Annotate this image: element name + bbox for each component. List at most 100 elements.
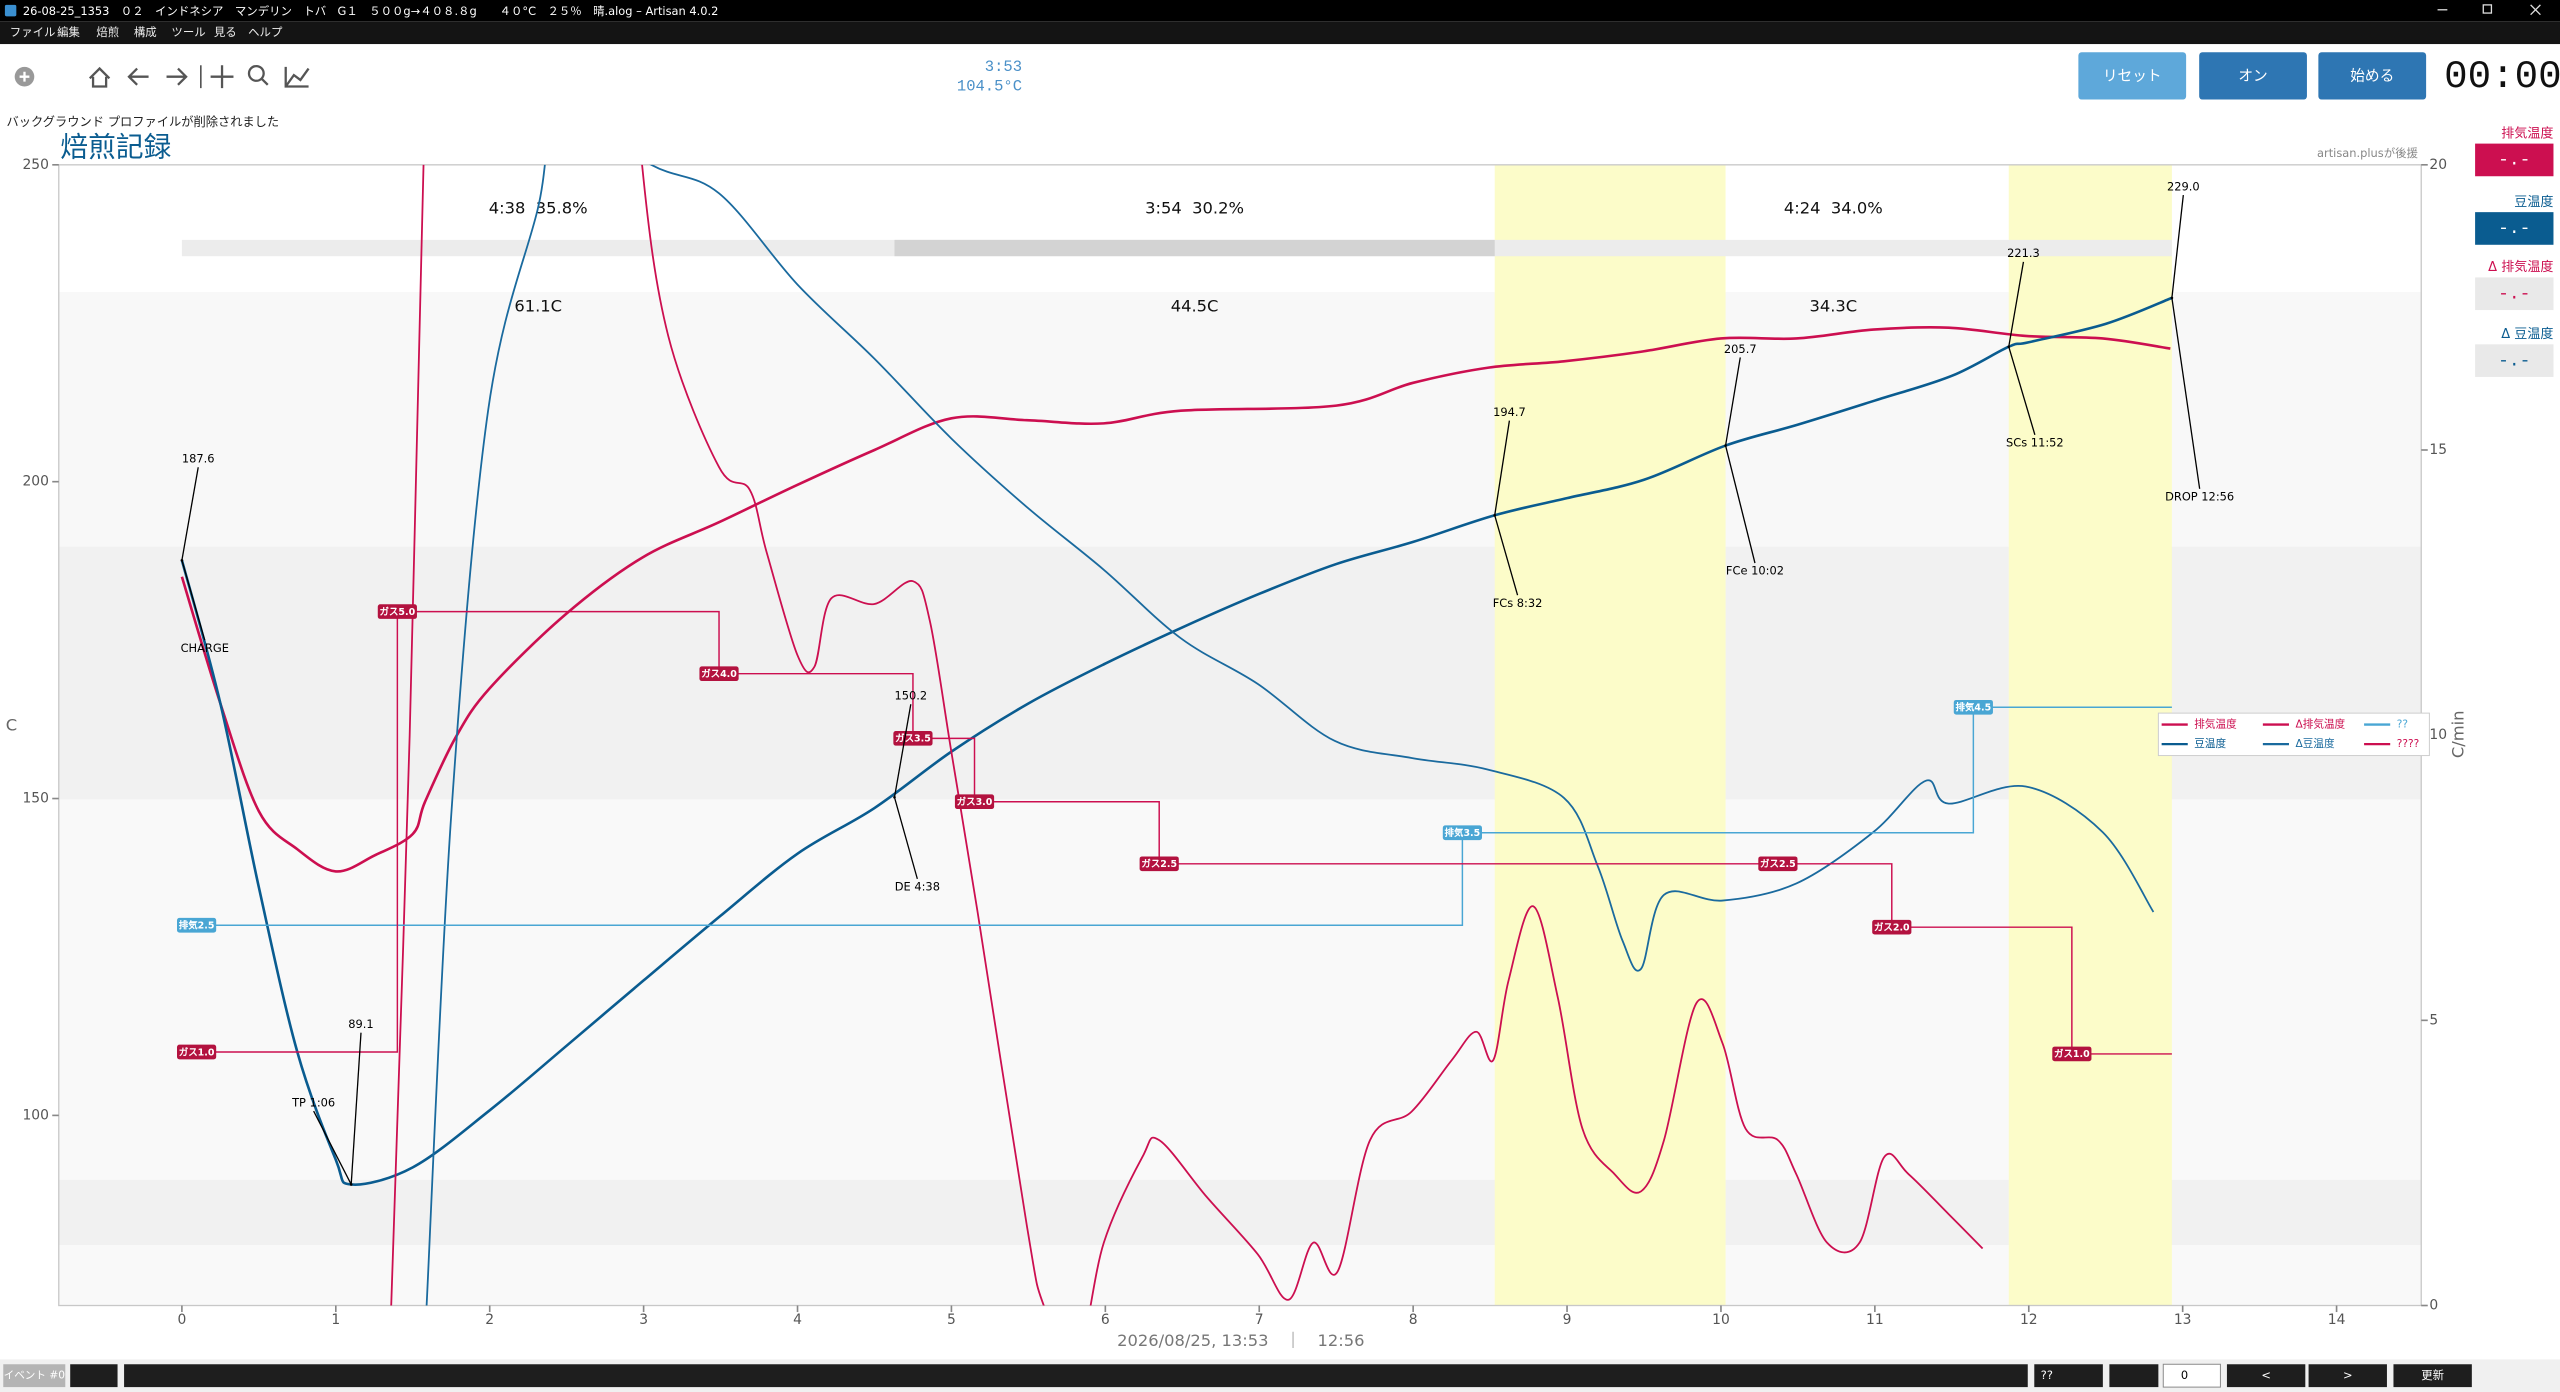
add-icon-plus	[19, 71, 30, 82]
event-tag[interactable]	[1953, 699, 1993, 715]
bottom-field[interactable]	[2109, 1364, 2159, 1388]
lcd-label: Δ 豆温度	[2501, 326, 2553, 342]
annotation-leader	[2008, 261, 2025, 347]
x-tick-label: 12	[2020, 1312, 2038, 1328]
bottom-field[interactable]	[70, 1364, 118, 1388]
button[interactable]	[2199, 52, 2307, 100]
legend	[2157, 712, 2430, 757]
event-tag[interactable]	[177, 1044, 217, 1060]
event-tag[interactable]	[699, 666, 739, 682]
event-tag[interactable]	[1758, 856, 1798, 872]
bottom-field[interactable]	[2034, 1364, 2103, 1388]
annotation-value: 89.1	[348, 1017, 373, 1031]
x-tick-label: 14	[2328, 1312, 2346, 1328]
lcd	[2475, 344, 2554, 377]
x-tick-label: 8	[1409, 1312, 1418, 1328]
x-tick-label: 3	[639, 1312, 648, 1328]
annotation-event: FCs 8:32	[1493, 596, 1543, 610]
lcd-value: -.-	[2498, 219, 2530, 239]
chart-icon[interactable]	[284, 66, 310, 88]
annotation-event: DE 4:38	[895, 880, 940, 894]
button[interactable]	[2318, 52, 2427, 100]
event-label: イベント #0	[4, 1370, 66, 1382]
y2-tick-label: 10	[2429, 727, 2447, 743]
menu-item[interactable]: ファイル	[10, 25, 56, 39]
annotation-value: 205.7	[1724, 342, 1757, 356]
lcd-label: Δ 排気温度	[2488, 259, 2553, 275]
x-tick-label: 0	[177, 1312, 186, 1328]
readout-time: 3:53	[985, 58, 1022, 76]
event-tag[interactable]	[893, 730, 933, 746]
chart-title: 焙煎記録	[60, 131, 171, 164]
legend-label: 排気温度	[2194, 718, 2237, 731]
x-tick-label: 10	[1712, 1312, 1730, 1328]
button-label[interactable]: 始める	[2350, 68, 2394, 85]
event-tag[interactable]	[377, 604, 417, 619]
phase-temp: 34.3C	[1809, 296, 1857, 315]
menu-item[interactable]: 見る	[214, 25, 237, 39]
maximize[interactable]	[2482, 4, 2493, 14]
lcd-label: 豆温度	[2514, 194, 2553, 210]
y-axis-label: C	[6, 716, 17, 735]
bottom-field[interactable]	[2163, 1364, 2221, 1388]
menu-item[interactable]: ヘルプ	[248, 25, 283, 39]
annotation-leader	[2008, 346, 2036, 436]
annotation-value: 187.6	[182, 452, 215, 466]
annotation-event: DROP 12:56	[2165, 489, 2234, 503]
home-icon[interactable]	[88, 66, 111, 88]
event-tag[interactable]	[2052, 1046, 2092, 1062]
event-tag[interactable]	[177, 917, 217, 933]
event-tag-label: ガス3.0	[957, 796, 993, 808]
y-tick-label: 150	[23, 791, 49, 807]
status-message: バックグラウンド プロファイルが削除されました	[7, 114, 280, 129]
menu-item[interactable]: 編集	[57, 25, 80, 39]
readout-temp: 104.5°C	[957, 78, 1022, 96]
event-tag[interactable]	[954, 794, 995, 810]
lcd-value: -.-	[2498, 151, 2530, 171]
annotation-leader	[350, 1032, 362, 1185]
button[interactable]	[2078, 52, 2187, 100]
y-tick-label: 200	[23, 474, 49, 490]
phase-bar-mid	[894, 239, 1495, 257]
bottom-field[interactable]	[2226, 1364, 2306, 1388]
bottom-field[interactable]	[2393, 1364, 2472, 1388]
menu-bar	[0, 21, 2560, 45]
menu-item[interactable]: ツール	[171, 25, 205, 39]
x-tick-label: 1	[331, 1312, 340, 1328]
dropdown: ??	[2041, 1368, 2053, 1382]
close[interactable]	[2530, 4, 2541, 16]
annotation-event: CHARGE	[181, 641, 229, 655]
menu-item[interactable]: 構成	[134, 25, 157, 39]
event-tag[interactable]	[1872, 919, 1912, 935]
event-line	[181, 706, 2172, 927]
annotation-leader	[2171, 195, 2184, 298]
y2-tick-label: 5	[2429, 1012, 2438, 1028]
series-line	[390, 164, 1984, 1306]
legend-label: Δ排気温度	[2296, 718, 2346, 731]
legend-label: 豆温度	[2194, 737, 2226, 750]
x-tick-label: 11	[1866, 1312, 1884, 1328]
pan-icon[interactable]	[210, 65, 234, 89]
bottom-field[interactable]	[3, 1364, 66, 1388]
menu-item[interactable]: 焙煎	[96, 25, 119, 39]
button-label[interactable]: リセット	[2103, 68, 2162, 85]
event-tag[interactable]	[1442, 825, 1482, 841]
annotation-value: 221.3	[2007, 246, 2040, 260]
event-tag-label: ガス1.0	[179, 1046, 215, 1058]
event-tag[interactable]	[1139, 856, 1179, 872]
x-tick-label: 13	[2174, 1312, 2192, 1328]
annotation-leader	[181, 467, 199, 561]
bottom-field[interactable]	[2308, 1364, 2387, 1388]
zoom-icon[interactable]	[247, 64, 265, 82]
back-icon[interactable]	[127, 67, 149, 86]
update-button: 更新	[2421, 1368, 2444, 1382]
app-icon	[4, 4, 17, 17]
annotation-leader	[313, 1110, 352, 1185]
annotation-leader	[893, 704, 912, 798]
annotation-leader	[893, 797, 918, 880]
forward-icon[interactable]	[166, 67, 188, 86]
button-label[interactable]: オン	[2238, 68, 2267, 85]
legend-label: ????	[2397, 738, 2420, 750]
spin-border	[2162, 1363, 2221, 1388]
bottom-field[interactable]	[124, 1364, 2028, 1388]
